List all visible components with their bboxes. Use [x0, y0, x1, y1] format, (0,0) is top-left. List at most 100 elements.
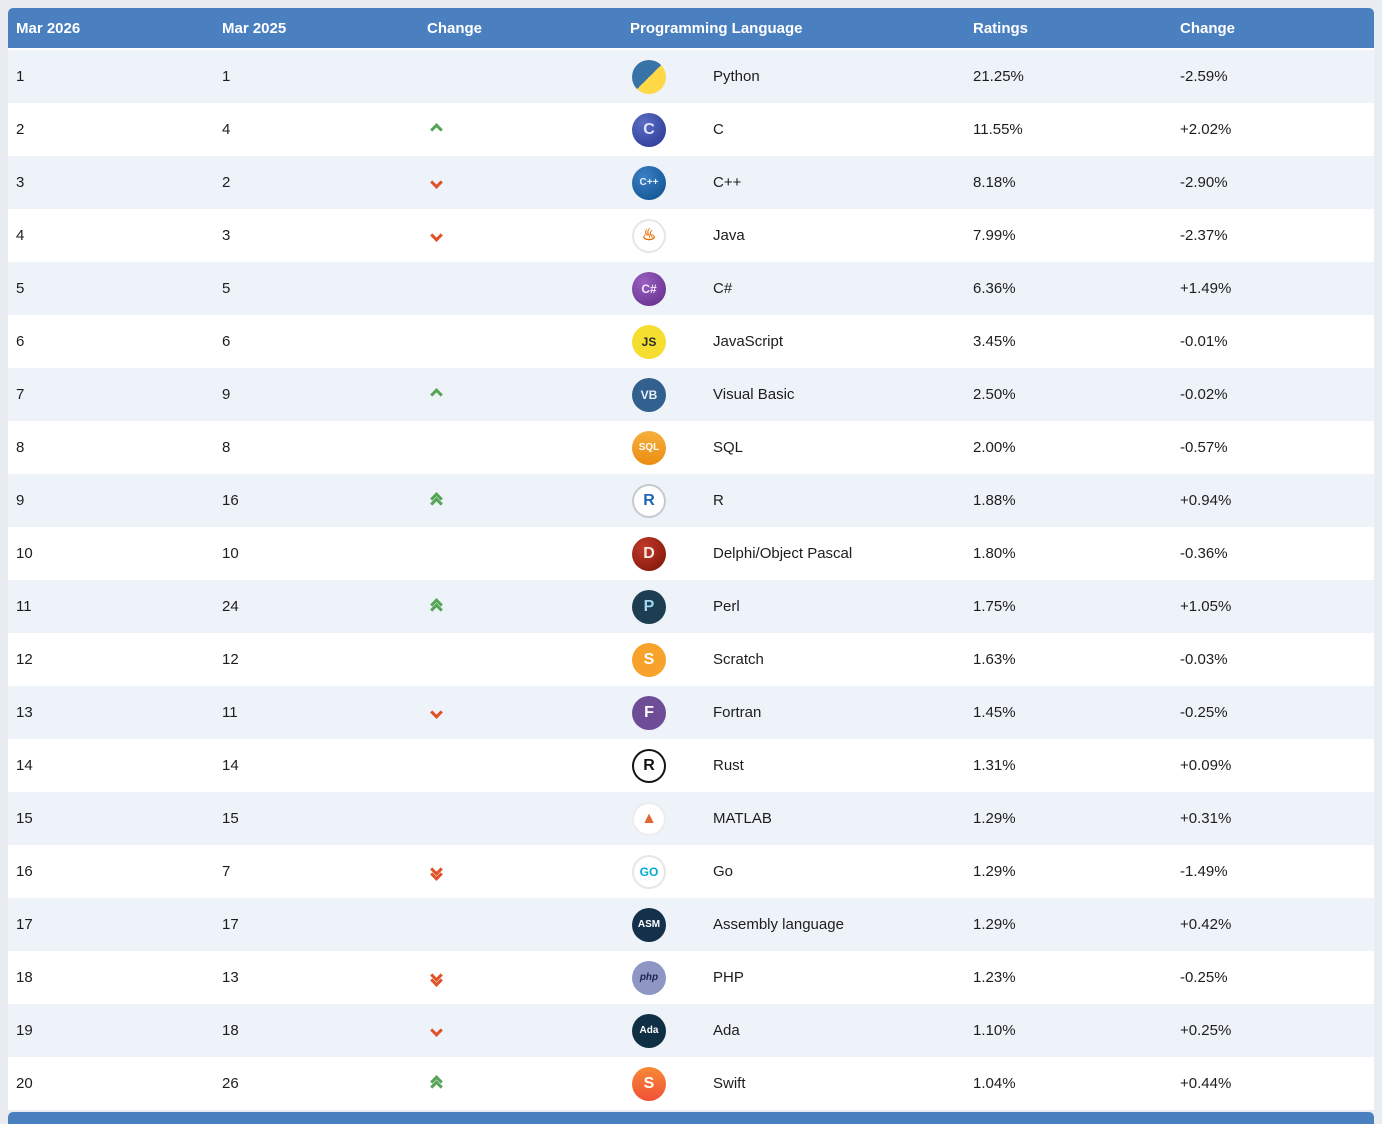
rating-change-cell: -2.59%: [1180, 68, 1228, 85]
delphi-icon: D: [632, 536, 666, 571]
rank-change-cell: [419, 209, 622, 262]
rank-2026-cell: 1: [16, 68, 25, 85]
rank-2025-cell: 16: [222, 492, 239, 509]
table-row: 13 11 F Fortran 1.45% -0.25%: [8, 686, 1374, 739]
rating-cell: 2.50%: [973, 386, 1016, 403]
rank-2025-cell: 4: [222, 121, 231, 138]
table-row: 9 16 R R 1.88% +0.94%: [8, 474, 1374, 527]
table-row: 10 10 D Delphi/Object Pascal 1.80% -0.36…: [8, 527, 1374, 580]
rank-2026-cell: 14: [16, 757, 33, 774]
rating-cell: 1.29%: [973, 863, 1016, 880]
rank-2025-cell: 13: [222, 969, 239, 986]
c-icon: C: [632, 112, 666, 147]
rank-2025-cell: 3: [222, 227, 231, 244]
language-cell: C++ C++: [622, 156, 965, 209]
rank-2025-cell: 9: [222, 386, 231, 403]
rank-change-cell: [419, 262, 622, 315]
rank-change-cell: [419, 156, 622, 209]
language-cell: F Fortran: [622, 686, 965, 739]
rank-2026-cell: 18: [16, 969, 33, 986]
language-cell: GO Go: [622, 845, 965, 898]
scratch-icon: S: [632, 642, 666, 677]
rating-cell: 1.80%: [973, 545, 1016, 562]
rating-cell: 3.45%: [973, 333, 1016, 350]
language-name: Visual Basic: [713, 386, 795, 403]
rank-2026-cell: 10: [16, 545, 33, 562]
rank-2025-cell: 17: [222, 916, 239, 933]
visual-basic-icon: VB: [632, 377, 666, 412]
rating-cell: 8.18%: [973, 174, 1016, 191]
column-header-rank-2026: Mar 2026: [16, 19, 81, 37]
rating-change-cell: +0.25%: [1180, 1022, 1232, 1039]
rating-change-cell: +0.44%: [1180, 1075, 1232, 1092]
language-cell: SQL SQL: [622, 421, 965, 474]
rank-change-cell: [419, 50, 622, 103]
rating-change-cell: -0.03%: [1180, 651, 1228, 668]
language-cell: ▲ MATLAB: [622, 792, 965, 845]
rating-cell: 1.88%: [973, 492, 1016, 509]
rank-2025-cell: 26: [222, 1075, 239, 1092]
rating-cell: 1.04%: [973, 1075, 1016, 1092]
language-cell: ASM Assembly language: [622, 898, 965, 951]
language-name: C: [713, 121, 724, 138]
rating-change-cell: -1.49%: [1180, 863, 1228, 880]
rating-cell: 1.10%: [973, 1022, 1016, 1039]
arrow-down-icon: [427, 176, 445, 189]
rating-change-cell: -0.25%: [1180, 969, 1228, 986]
rank-2025-cell: 12: [222, 651, 239, 668]
double-arrow-up-icon: [427, 1074, 445, 1093]
language-name: JavaScript: [713, 333, 784, 350]
language-name: C#: [713, 280, 733, 297]
table-row: 11 24 P Perl 1.75% +1.05%: [8, 580, 1374, 633]
rank-change-cell: [419, 686, 622, 739]
language-cell: S Swift: [622, 1057, 965, 1110]
rating-change-cell: -0.57%: [1180, 439, 1228, 456]
table-row: 6 6 JS JavaScript 3.45% -0.01%: [8, 315, 1374, 368]
column-header-ratings: Ratings: [973, 19, 1029, 37]
rating-change-cell: +0.94%: [1180, 492, 1232, 509]
rating-change-cell: -2.37%: [1180, 227, 1228, 244]
column-header-rank-change: Change: [427, 19, 483, 37]
table-row: 12 12 S Scratch 1.63% -0.03%: [8, 633, 1374, 686]
rank-2025-cell: 6: [222, 333, 231, 350]
table-header-row: Mar 2026 Mar 2025 Change Programming Lan…: [8, 8, 1374, 50]
rating-cell: 1.31%: [973, 757, 1016, 774]
arrow-down-icon: [427, 1024, 445, 1037]
column-header-ratings-change: Change: [1180, 19, 1236, 37]
table-row: 7 9 VB Visual Basic 2.50% -0.02%: [8, 368, 1374, 421]
rank-change-cell: [419, 633, 622, 686]
table-row: 4 3 ♨ Java 7.99% -2.37%: [8, 209, 1374, 262]
rank-2025-cell: 7: [222, 863, 231, 880]
rank-2025-cell: 5: [222, 280, 231, 297]
rating-change-cell: -0.36%: [1180, 545, 1228, 562]
language-cell: P Perl: [622, 580, 965, 633]
rank-change-cell: [419, 315, 622, 368]
rank-2026-cell: 16: [16, 863, 33, 880]
rating-cell: 1.63%: [973, 651, 1016, 668]
table-row: 8 8 SQL SQL 2.00% -0.57%: [8, 421, 1374, 474]
language-name: C++: [713, 174, 742, 191]
language-name: Ada: [713, 1022, 740, 1039]
rank-change-cell: [419, 421, 622, 474]
rating-change-cell: +1.49%: [1180, 280, 1232, 297]
rank-change-cell: [419, 1004, 622, 1057]
rating-change-cell: +2.02%: [1180, 121, 1232, 138]
rank-2026-cell: 20: [16, 1075, 33, 1092]
language-cell: C# C#: [622, 262, 965, 315]
rank-change-cell: [419, 580, 622, 633]
javascript-icon: JS: [632, 324, 666, 359]
rank-change-cell: [419, 103, 622, 156]
fortran-icon: F: [632, 695, 666, 730]
language-name: R: [713, 492, 724, 509]
table-body: 1 1 Python 21.25% -2.59% 2 4 C C 11.55% …: [8, 50, 1374, 1110]
double-arrow-down-icon: [427, 862, 445, 881]
rank-2026-cell: 8: [16, 439, 25, 456]
table-row: 20 26 S Swift 1.04% +0.44%: [8, 1057, 1374, 1110]
r-icon: R: [632, 483, 666, 518]
rank-2026-cell: 5: [16, 280, 25, 297]
python-icon: [632, 59, 666, 94]
table-row: 19 18 Ada Ada 1.10% +0.25%: [8, 1004, 1374, 1057]
table-row: 15 15 ▲ MATLAB 1.29% +0.31%: [8, 792, 1374, 845]
language-name: Go: [713, 863, 734, 880]
rating-change-cell: -0.01%: [1180, 333, 1228, 350]
